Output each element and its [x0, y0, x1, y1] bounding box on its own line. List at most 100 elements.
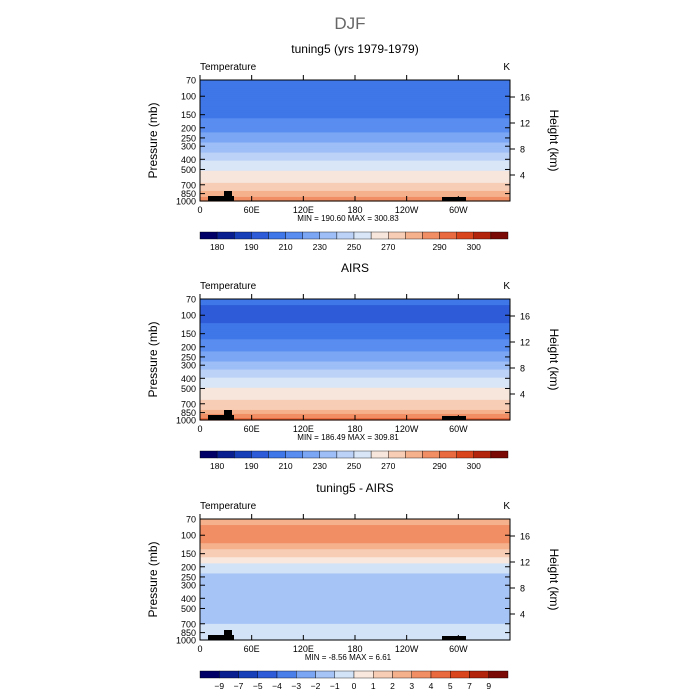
- longitude-tick-label: 180: [347, 424, 362, 434]
- longitude-axis: 0 60E 120E 180 120W 60W: [197, 75, 468, 215]
- colorbar-label: 270: [381, 242, 395, 252]
- pressure-tick-label: 700: [181, 619, 196, 629]
- longitude-tick-label: 120E: [293, 424, 314, 434]
- colorbar-swatch: [319, 231, 338, 240]
- contour-band: [200, 311, 510, 314]
- height-tick-label: 12: [520, 337, 530, 347]
- colorbar-swatch: [422, 231, 440, 240]
- contour-band: [200, 96, 510, 99]
- pressure-tick-label: 150: [181, 329, 196, 339]
- colorbar-swatch: [234, 450, 252, 459]
- contour-band: [200, 120, 510, 123]
- colorbar-swatch: [315, 670, 335, 679]
- height-axis: 16 12 8 4: [510, 92, 530, 180]
- pressure-tick-label: 1000: [176, 197, 196, 207]
- contour-band: [200, 623, 510, 627]
- y-axis-label: Pressure (mb): [146, 321, 160, 397]
- contour-band: [200, 525, 510, 528]
- colorbar-label: 230: [313, 242, 327, 252]
- contour-band: [200, 535, 510, 538]
- contour-band: [200, 603, 510, 607]
- contour-band: [200, 369, 510, 373]
- contour-band: [200, 162, 510, 166]
- colorbar-swatch: [422, 450, 440, 459]
- contour-band: [200, 301, 510, 304]
- pressure-tick-label: 500: [181, 165, 196, 175]
- contour-band: [200, 577, 510, 581]
- min-max-stats: MIN = 186.49 MAX = 309.81: [297, 433, 399, 442]
- longitude-tick-label: 120W: [395, 644, 419, 654]
- longitude-tick-label: 60W: [449, 424, 468, 434]
- contour-band: [200, 168, 510, 172]
- contour-band: [200, 391, 510, 395]
- colorbar-swatch: [405, 231, 423, 240]
- contour-band: [200, 599, 510, 603]
- y-axis-label: Pressure (mb): [146, 541, 160, 617]
- pressure-tick-label: 850: [181, 408, 196, 418]
- contour-band: [200, 170, 510, 174]
- colorbar-swatch: [456, 450, 474, 459]
- contour-band: [200, 319, 510, 322]
- contour-band: [200, 144, 510, 148]
- colorbar-label: 0: [352, 681, 357, 691]
- longitude-axis: 0 60E 120E 180 120W 60W: [197, 514, 468, 654]
- contour-band: [200, 591, 510, 595]
- colorbar-swatch: [285, 231, 303, 240]
- colorbar-swatch: [411, 670, 432, 679]
- contour-band: [200, 329, 510, 332]
- min-max-stats: MIN = 190.60 MAX = 300.83: [297, 214, 399, 223]
- colorbar-swatch: [439, 231, 457, 240]
- contour-band: [200, 315, 510, 318]
- colorbar-label: 180: [210, 242, 224, 252]
- contour-band: [200, 154, 510, 158]
- colorbar-swatch: [430, 670, 451, 679]
- colorbar-swatch: [251, 450, 269, 459]
- contour-band: [200, 118, 510, 121]
- pressure-tick-label: 150: [181, 110, 196, 120]
- colorbar-swatch: [405, 450, 423, 459]
- contour-band: [200, 559, 510, 562]
- contour-band: [200, 409, 510, 413]
- contour-band: [200, 148, 510, 152]
- pressure-tick-label: 500: [181, 384, 196, 394]
- colorbar-swatch: [353, 231, 372, 240]
- contour-band: [200, 387, 510, 391]
- colorbar-label: 230: [313, 461, 327, 471]
- pressure-tick-label: 850: [181, 628, 196, 638]
- contour-band: [200, 136, 510, 140]
- contour-band: [200, 379, 510, 383]
- pressure-tick-label: 250: [181, 572, 196, 582]
- longitude-tick-label: 60W: [449, 644, 468, 654]
- contour-band: [200, 531, 510, 534]
- contour-band: [200, 363, 510, 367]
- contour-band: [200, 627, 510, 631]
- contour-band: [200, 351, 510, 355]
- contour-band: [200, 539, 510, 542]
- contour-band: [200, 541, 510, 544]
- colorbar-label: 300: [467, 461, 481, 471]
- colorbar-label: 5: [448, 681, 453, 691]
- colorbar-swatch: [473, 450, 492, 459]
- colorbar-swatch: [234, 231, 252, 240]
- contour-band: [200, 132, 510, 136]
- colorbar-swatch: [257, 670, 278, 679]
- contour-field: [200, 80, 510, 202]
- colorbar-swatch: [392, 670, 412, 679]
- colorbar-swatch: [388, 231, 406, 240]
- colorbar-swatch: [216, 231, 235, 240]
- contour-band: [200, 327, 510, 330]
- longitude-tick-label: 120E: [293, 644, 314, 654]
- contour-band: [200, 373, 510, 377]
- contour-band: [200, 323, 510, 326]
- colorbar: 180 190 210 230 250 270 290 300: [199, 231, 509, 252]
- contour-band: [200, 317, 510, 320]
- pressure-tick-label: 70: [186, 76, 196, 86]
- contour-band: [200, 186, 510, 190]
- terrain-mask: [224, 191, 232, 201]
- colorbar-swatch: [302, 231, 320, 240]
- contour-band: [200, 343, 510, 346]
- contour-band: [200, 102, 510, 105]
